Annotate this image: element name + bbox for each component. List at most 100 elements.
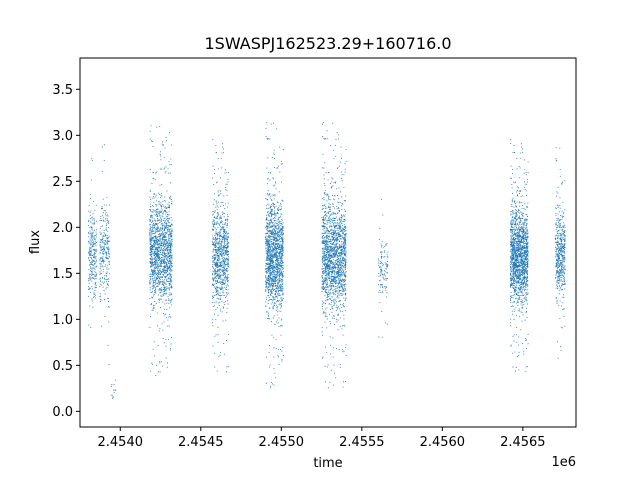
data-point <box>160 220 162 222</box>
data-point <box>330 187 332 189</box>
data-point <box>269 307 271 309</box>
data-point <box>281 305 282 307</box>
data-point <box>322 153 324 155</box>
data-point <box>165 254 167 256</box>
data-point <box>214 212 216 213</box>
data-point <box>92 243 94 245</box>
data-point <box>225 249 226 251</box>
data-point <box>335 139 337 140</box>
data-point <box>150 259 151 260</box>
data-point <box>323 289 325 291</box>
data-point <box>154 228 156 230</box>
data-point <box>165 136 167 138</box>
data-point <box>275 285 277 287</box>
data-point <box>282 250 283 252</box>
data-point <box>268 262 270 264</box>
data-point <box>159 244 161 246</box>
data-point <box>167 222 169 224</box>
data-point <box>224 258 226 260</box>
data-point <box>274 260 276 262</box>
data-point <box>162 238 163 240</box>
data-point <box>150 229 151 231</box>
data-point <box>162 265 164 267</box>
data-point <box>153 307 155 309</box>
data-point <box>90 225 92 227</box>
data-point <box>213 226 215 228</box>
data-point <box>277 246 279 248</box>
data-point <box>94 262 96 264</box>
data-point <box>282 236 284 238</box>
data-point <box>212 251 214 253</box>
data-point <box>214 254 216 256</box>
data-point <box>153 286 155 288</box>
data-point <box>267 212 269 213</box>
data-point <box>268 277 270 279</box>
data-point <box>106 247 108 249</box>
data-point <box>171 304 173 306</box>
data-point <box>214 238 216 240</box>
data-point <box>107 215 109 217</box>
data-point <box>169 250 171 252</box>
data-point <box>99 227 101 229</box>
data-point <box>270 273 272 275</box>
data-point <box>158 242 160 244</box>
data-point <box>269 298 271 300</box>
data-point <box>220 250 221 252</box>
data-point <box>223 212 225 214</box>
data-point <box>274 236 276 238</box>
data-point <box>100 280 101 282</box>
data-point <box>281 286 283 288</box>
data-point <box>159 276 161 278</box>
data-point <box>226 220 228 222</box>
data-point <box>161 254 163 256</box>
data-point <box>321 267 323 269</box>
data-point <box>282 226 284 228</box>
data-point <box>334 267 336 269</box>
data-point <box>272 285 273 287</box>
data-point <box>107 264 109 266</box>
data-point <box>343 245 345 247</box>
data-point <box>227 274 229 275</box>
data-point <box>227 262 229 264</box>
data-point <box>217 191 219 193</box>
data-point <box>328 198 330 200</box>
data-point <box>220 229 222 231</box>
data-point <box>326 256 328 258</box>
data-point <box>225 239 227 240</box>
data-point <box>155 292 157 294</box>
data-point <box>153 233 155 235</box>
data-point <box>89 194 91 196</box>
data-point <box>152 211 154 213</box>
data-point <box>273 198 275 200</box>
data-point <box>168 285 170 286</box>
data-point <box>223 235 225 236</box>
data-point <box>171 270 173 272</box>
data-point <box>327 251 329 253</box>
data-point <box>159 254 161 256</box>
data-point <box>277 354 279 356</box>
data-point <box>215 280 217 282</box>
data-point <box>168 278 170 280</box>
data-point <box>275 240 277 242</box>
data-point <box>89 247 91 248</box>
data-point <box>163 289 164 290</box>
data-point <box>277 287 279 289</box>
data-point <box>149 191 151 192</box>
data-point <box>214 335 216 337</box>
data-point <box>212 274 214 276</box>
data-point <box>170 248 172 250</box>
data-point <box>170 232 171 234</box>
data-point <box>91 223 93 225</box>
data-point <box>336 271 338 272</box>
data-point <box>278 239 280 241</box>
data-point <box>90 273 92 275</box>
data-point <box>170 182 172 184</box>
data-point <box>339 229 341 231</box>
data-point <box>266 222 268 224</box>
data-point <box>343 208 345 210</box>
data-point <box>333 304 335 306</box>
data-point <box>149 289 151 291</box>
data-point <box>271 156 273 158</box>
data-point <box>159 288 161 290</box>
data-point <box>269 172 271 174</box>
